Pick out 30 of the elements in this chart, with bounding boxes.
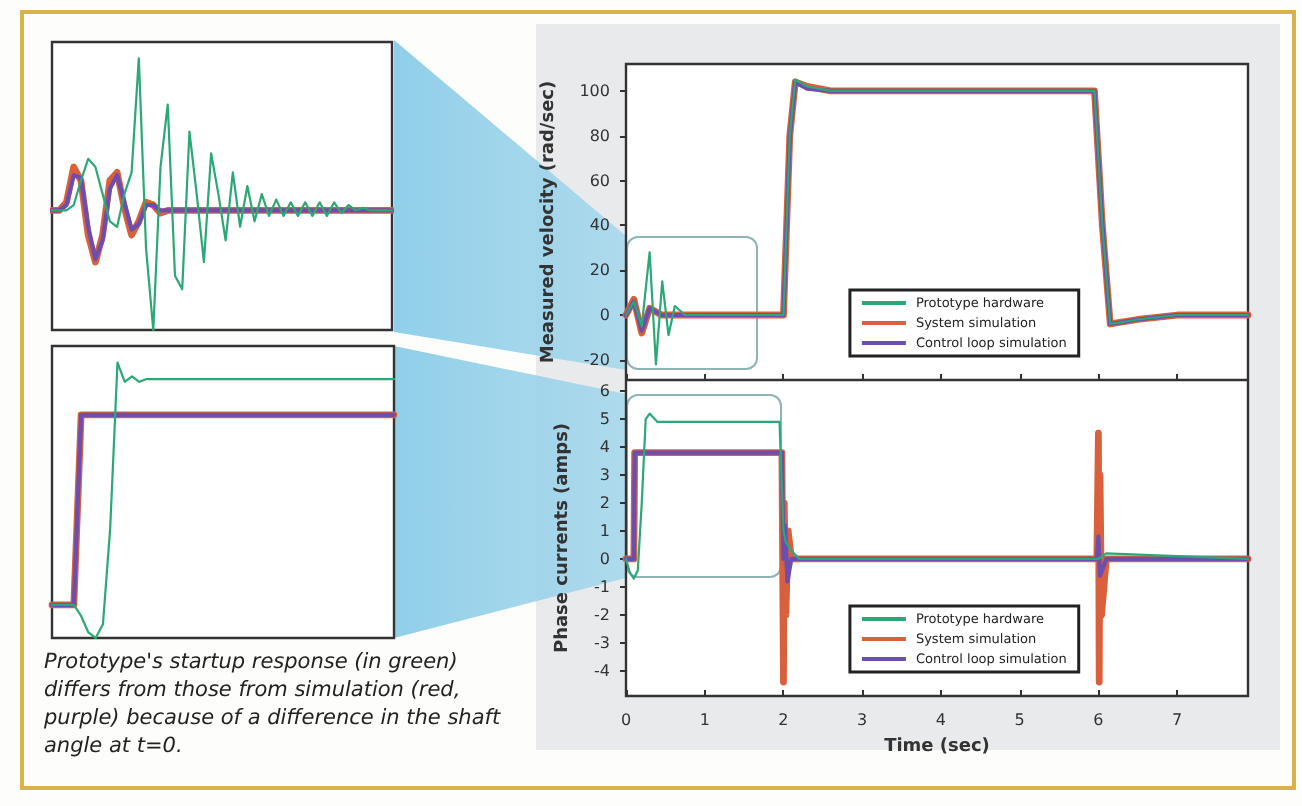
y-tick-label: 0 — [599, 549, 610, 568]
y-tick-label: 1 — [599, 522, 610, 541]
y-tick-label: -4 — [594, 661, 610, 680]
x-tick-label: 4 — [935, 711, 947, 729]
text: Prototype's startup response (in green) differs from those from simulation (red, purple) because of a difference in the shaft angle at t=0. — [42, 650, 507, 758]
y-tick-label: -20 — [583, 350, 610, 369]
x-tick-label: 5 — [1014, 711, 1025, 729]
y-tick-label: 80 — [589, 126, 610, 145]
y-tick-label: 0 — [599, 306, 610, 325]
y-tick-label: 4 — [599, 438, 610, 457]
y-tick-label: 2 — [599, 494, 610, 513]
y-tick-label: 5 — [599, 410, 610, 429]
x-tick-label: 3 — [857, 711, 868, 729]
y-tick-label: -3 — [594, 633, 610, 652]
y-axis-title: Measured velocity (rad/sec) — [538, 80, 559, 364]
x-tick-label: 7 — [1172, 711, 1183, 729]
y-tick-label: 3 — [599, 466, 610, 485]
x-axis-title: Time (sec) — [884, 736, 990, 757]
x-tick-label: 2 — [778, 711, 789, 729]
y-axis-title: Phase currents (amps) — [553, 422, 574, 654]
y-tick-label: 100 — [579, 81, 610, 100]
y-tick-label: 20 — [589, 261, 610, 280]
y-tick-label: 6 — [599, 382, 610, 401]
y-tick-label: 60 — [589, 171, 610, 190]
y-tick-label: -2 — [594, 605, 610, 624]
x-tick-label: 1 — [699, 711, 710, 729]
x-tick-label: 6 — [1093, 711, 1104, 729]
y-tick-label: -1 — [594, 577, 610, 596]
x-tick-label: 0 — [620, 711, 632, 729]
y-tick-label: 40 — [589, 216, 610, 235]
